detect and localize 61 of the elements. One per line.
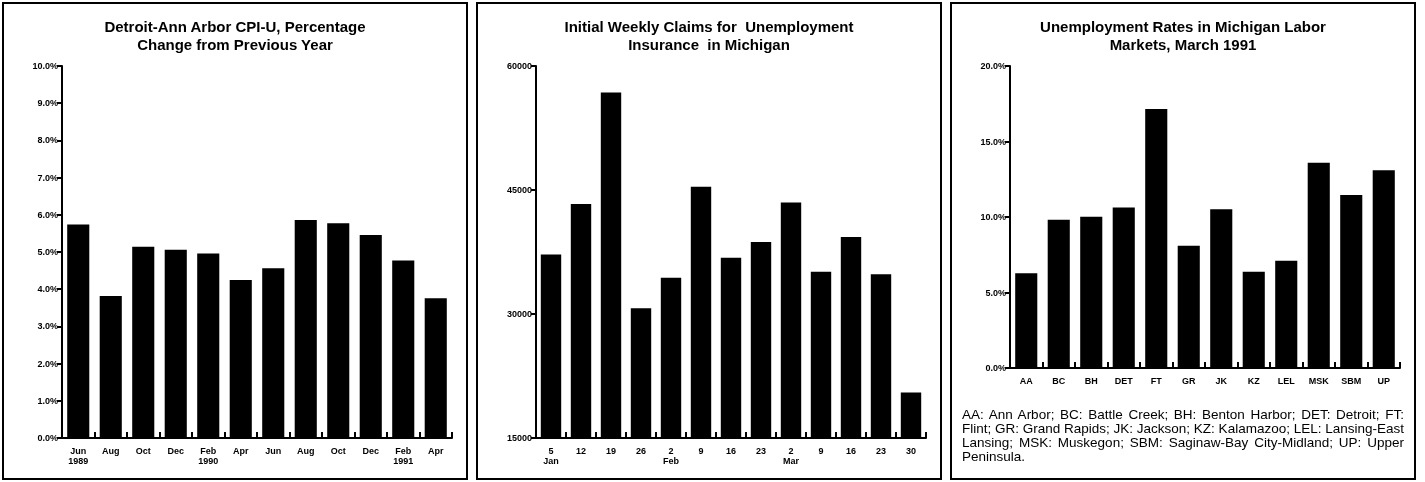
y-tick-label: 15.0% bbox=[980, 136, 1006, 147]
y-tick-label: 1.0% bbox=[37, 395, 58, 406]
x-tick-label: FT bbox=[1150, 376, 1163, 386]
y-tick-label: 20.0% bbox=[980, 61, 1006, 71]
x-tick-label: Aug bbox=[297, 446, 315, 456]
y-tick-label: 30000 bbox=[506, 309, 532, 319]
x-tick-label: 16 bbox=[845, 446, 857, 456]
x-tick-label: Feb 1990 bbox=[198, 446, 219, 466]
y-tick-label: 9.0% bbox=[37, 98, 58, 109]
x-tick-label: 30 bbox=[905, 446, 917, 456]
x-tick-label: Jun 1989 bbox=[68, 446, 89, 466]
x-tick-label: Jun bbox=[265, 446, 282, 456]
x-tick-label: 16 bbox=[725, 446, 737, 456]
x-tick-label: UP bbox=[1377, 376, 1391, 386]
y-tick-label: 5.0% bbox=[985, 287, 1006, 298]
x-tick-label: 23 bbox=[755, 446, 767, 456]
x-tick-label: BH bbox=[1084, 376, 1098, 386]
y-tick-label: 10.0% bbox=[32, 61, 58, 71]
chart-title: Initial Weekly Claims for Unemployment Insurance in Michigan bbox=[564, 17, 854, 53]
x-tick-label: SBM bbox=[1341, 376, 1362, 386]
x-tick-label: Oct bbox=[330, 446, 346, 456]
y-tick-label: 2.0% bbox=[37, 358, 58, 369]
y-tick-label: 15000 bbox=[506, 433, 532, 443]
x-tick-label: DET bbox=[1114, 376, 1134, 386]
x-tick-label: Apr bbox=[428, 446, 444, 456]
x-tick-label: Aug bbox=[102, 446, 120, 456]
x-tick-label: 2 Mar bbox=[782, 446, 800, 466]
x-tick-label: 12 bbox=[575, 446, 587, 456]
y-tick-label: 0.0% bbox=[985, 363, 1006, 373]
x-tick-label: 9 bbox=[698, 446, 704, 456]
x-tick-label: Apr bbox=[233, 446, 249, 456]
x-tick-label: Dec bbox=[167, 446, 185, 456]
x-tick-label: Dec bbox=[362, 446, 380, 456]
y-tick-label: 0.0% bbox=[37, 433, 58, 443]
x-tick-label: 19 bbox=[605, 446, 617, 456]
x-tick-label: Oct bbox=[135, 446, 151, 456]
y-tick-label: 7.0% bbox=[37, 172, 58, 183]
x-tick-label: 26 bbox=[635, 446, 647, 456]
chart-title: Unemployment Rates in Michigan Labor Markets, March 1991 bbox=[1040, 17, 1327, 53]
chart-title: Detroit-Ann Arbor CPI-U, Percentage Change from Previous Year bbox=[104, 17, 366, 53]
x-tick-label: GR bbox=[1182, 376, 1196, 386]
x-tick-label: MSK bbox=[1308, 376, 1330, 386]
y-tick-label: 5.0% bbox=[37, 247, 58, 257]
x-tick-label: BC bbox=[1052, 376, 1066, 386]
y-tick-label: 3.0% bbox=[37, 321, 58, 332]
x-tick-label: 5 Jan bbox=[543, 446, 559, 466]
y-tick-label: 60000 bbox=[506, 61, 532, 71]
y-tick-label: 4.0% bbox=[37, 284, 58, 295]
x-tick-label: 23 bbox=[875, 446, 887, 456]
y-tick-label: 45000 bbox=[506, 185, 532, 195]
y-tick-label: 6.0% bbox=[37, 209, 58, 220]
x-tick-label: 9 bbox=[818, 446, 824, 456]
x-tick-label: 2 Feb bbox=[662, 446, 680, 466]
text: AA: Ann Arbor; BC: Battle Creek; BH: Benton Harbor; DET: Detroit; FT: Flint; GR: Grand Rapids; JK: Jackson; KZ: Kalamazoo; LEL: Lansing-East Lansing; MSK: Muskegon; SBM: Saginaw-Bay City-Midland; UP: Upper Peninsula. bbox=[961, 407, 1405, 466]
x-tick-label: JK bbox=[1215, 376, 1228, 386]
y-tick-label: 10.0% bbox=[980, 212, 1006, 222]
x-tick-label: LEL bbox=[1277, 376, 1296, 386]
x-tick-label: Feb 1991 bbox=[393, 446, 414, 466]
x-tick-label: KZ bbox=[1247, 376, 1261, 386]
x-tick-label: AA bbox=[1019, 376, 1034, 386]
y-tick-label: 8.0% bbox=[37, 135, 58, 146]
